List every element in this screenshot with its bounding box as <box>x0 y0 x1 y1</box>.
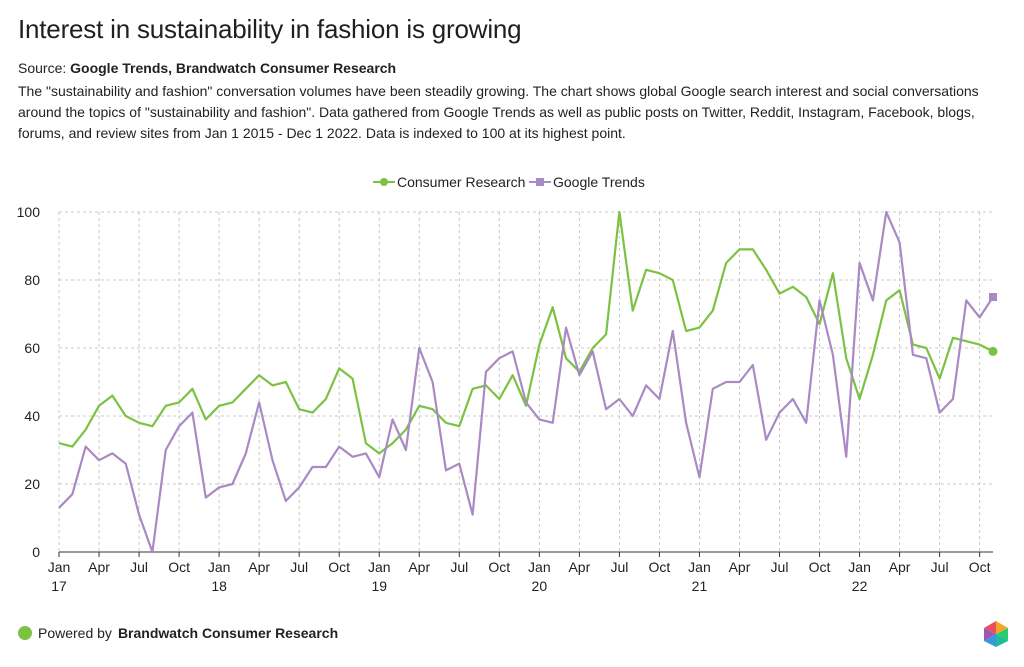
source-label: Source: <box>18 60 71 76</box>
x-tick-label: Oct <box>488 559 510 575</box>
legend-label: Google Trends <box>553 174 645 190</box>
x-tick-label: Jan <box>688 559 711 575</box>
x-tick-year-label: 19 <box>371 578 387 594</box>
chart-title: Interest in sustainability in fashion is… <box>18 14 522 44</box>
x-tick-year-label: 17 <box>51 578 67 594</box>
series-lines <box>58 210 998 554</box>
y-tick-label: 80 <box>24 272 40 288</box>
legend-label: Consumer Research <box>397 174 525 190</box>
x-tick-label: Apr <box>889 559 911 575</box>
x-tick-label: Apr <box>408 559 430 575</box>
y-tick-label: 60 <box>24 340 40 356</box>
x-tick-label: Jul <box>450 559 468 575</box>
grid-lines <box>58 211 993 553</box>
y-tick-label: 0 <box>32 544 40 560</box>
x-tick-label: Oct <box>969 559 991 575</box>
powered-by-label: Powered by <box>38 625 112 641</box>
legend-item-consumer-research[interactable]: Consumer Research <box>373 174 525 190</box>
x-tick-label: Oct <box>809 559 831 575</box>
y-tick-label: 40 <box>24 408 40 424</box>
google-trends-end-marker <box>989 293 997 301</box>
x-tick-label: Apr <box>568 559 590 575</box>
legend-square-marker <box>536 178 544 186</box>
x-tick-year-label: 22 <box>852 578 868 594</box>
x-tick-label: Apr <box>729 559 751 575</box>
x-tick-label: Oct <box>168 559 190 575</box>
x-tick-year-label: 21 <box>692 578 708 594</box>
source-value: Google Trends, Brandwatch Consumer Resea… <box>70 60 397 76</box>
x-tick-label: Jan <box>208 559 231 575</box>
chart-description: The "sustainability and fashion" convers… <box>18 83 979 141</box>
y-tick-label: 20 <box>24 476 40 492</box>
x-tick-label: Apr <box>88 559 110 575</box>
x-tick-label: Jan <box>528 559 551 575</box>
x-tick-label: Apr <box>248 559 270 575</box>
consumer-research-end-marker <box>988 346 998 356</box>
consumer-research-line <box>58 210 994 455</box>
x-tick-label: Jan <box>48 559 71 575</box>
brand-dot-icon <box>18 626 32 640</box>
x-tick-label: Jan <box>848 559 871 575</box>
x-tick-label: Jul <box>130 559 148 575</box>
x-tick-label: Jul <box>610 559 628 575</box>
x-tick-label: Jan <box>368 559 391 575</box>
x-tick-year-label: 20 <box>532 578 548 594</box>
legend-circle-marker <box>380 178 388 186</box>
x-tick-label: Jul <box>290 559 308 575</box>
powered-by-brand: Brandwatch Consumer Research <box>117 625 339 641</box>
x-tick-label: Jul <box>931 559 949 575</box>
footer: Powered by Brandwatch Consumer Research <box>18 625 338 641</box>
legend-item-google-trends[interactable]: Google Trends <box>529 174 645 190</box>
legend[interactable]: Consumer Research Google Trends <box>373 174 645 190</box>
google-trends-line <box>58 210 994 554</box>
x-tick-label: Jul <box>771 559 789 575</box>
x-tick-year-label: 18 <box>211 578 227 594</box>
x-tick-label: Oct <box>328 559 350 575</box>
y-tick-label: 100 <box>17 204 41 220</box>
line-chart: 0 20 40 60 80 100 Jan 17 Apr Jul Oct Jan 18 Apr Jul Oct… <box>17 174 998 594</box>
brandwatch-logo-icon <box>984 621 1008 647</box>
axes: 0 20 40 60 80 100 Jan 17 Apr Jul Oct Jan 18 Apr Jul Oct… <box>17 204 991 594</box>
x-tick-label: Oct <box>649 559 671 575</box>
source-line: Source: Google Trends, Brandwatch Consum… <box>18 60 396 76</box>
